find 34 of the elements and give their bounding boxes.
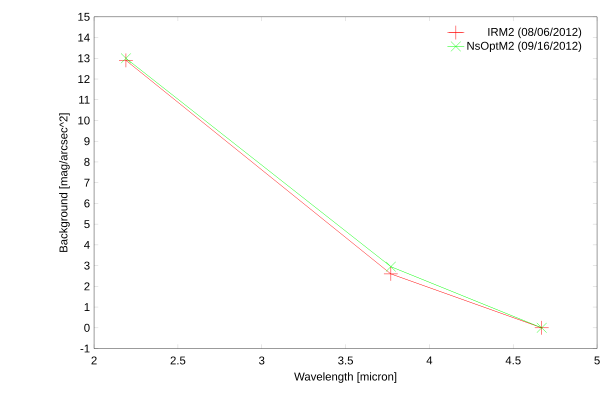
x-tick-label: 2 xyxy=(91,356,97,364)
point xyxy=(384,266,398,282)
y-tick-label: 15 xyxy=(78,12,90,21)
y-tick-label: 8 xyxy=(84,158,90,166)
x-tick-label: 3 xyxy=(259,356,264,365)
point xyxy=(534,320,549,336)
x-tick-label: 4.5 xyxy=(506,356,521,364)
x-tick-label: 4 xyxy=(426,356,432,364)
y-tick-label: 11 xyxy=(79,96,90,104)
point xyxy=(536,322,547,333)
x-tick-label: 5 xyxy=(594,356,600,364)
y-tick-label: 4 xyxy=(84,241,90,249)
point xyxy=(386,262,396,272)
y-tick-label: 7 xyxy=(84,178,90,187)
y-tick-label: -1 xyxy=(80,344,90,352)
x-tick-label: 3.5 xyxy=(338,356,353,365)
legend-label: IRM2 (08/06/2012) xyxy=(488,28,582,38)
legend-label: NsOptM2 (09/16/2012) xyxy=(467,42,582,52)
y-tick-label: 3 xyxy=(84,262,90,270)
y-tick-label: 1 xyxy=(84,303,90,312)
point xyxy=(120,53,132,64)
y-tick-label: 6 xyxy=(84,199,90,208)
x-tick-label: 2.5 xyxy=(170,356,186,365)
y-tick-label: 10 xyxy=(78,116,90,125)
y-tick-label: 13 xyxy=(78,54,90,62)
y-tick-label: 2 xyxy=(84,282,90,290)
y-tick-label: 5 xyxy=(84,220,90,228)
y-tick-label: 14 xyxy=(78,34,90,42)
y-axis-title: Background [mag/arcsec^2] xyxy=(59,113,70,252)
point xyxy=(118,53,134,68)
y-tick-label: 12 xyxy=(78,75,90,84)
y-tick-label: 0 xyxy=(84,324,90,332)
x-axis-title: Wavelength [micron] xyxy=(294,372,396,383)
y-tick-label: 9 xyxy=(84,137,90,146)
